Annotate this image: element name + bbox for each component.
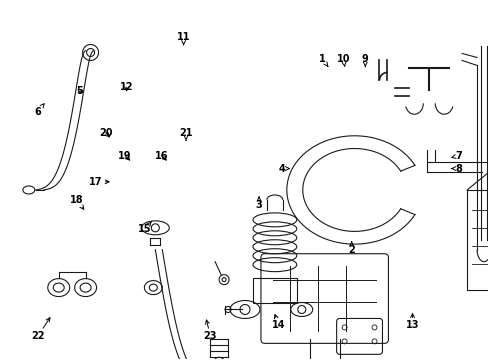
Text: 7: 7 [451,150,461,161]
Text: 16: 16 [155,150,168,161]
Text: 21: 21 [179,128,192,140]
Text: 15: 15 [138,222,151,234]
Text: 10: 10 [336,54,349,67]
Text: 8: 8 [451,163,461,174]
Text: 9: 9 [361,54,368,67]
Text: 20: 20 [99,128,112,138]
Text: 19: 19 [118,150,132,161]
Text: 18: 18 [69,195,83,209]
Text: 3: 3 [255,197,262,210]
Text: 17: 17 [89,177,109,187]
Text: 23: 23 [203,320,217,341]
Text: 12: 12 [120,82,133,93]
Text: 22: 22 [31,318,50,341]
Text: 11: 11 [177,32,190,45]
Text: 5: 5 [76,86,83,96]
Text: 1: 1 [318,54,327,67]
Text: 6: 6 [34,104,44,117]
Text: 14: 14 [271,315,285,330]
Text: 4: 4 [279,163,289,174]
Text: 2: 2 [347,242,354,255]
Bar [466,190,488,289]
Text: 13: 13 [405,314,418,330]
Bar [252,278,296,302]
